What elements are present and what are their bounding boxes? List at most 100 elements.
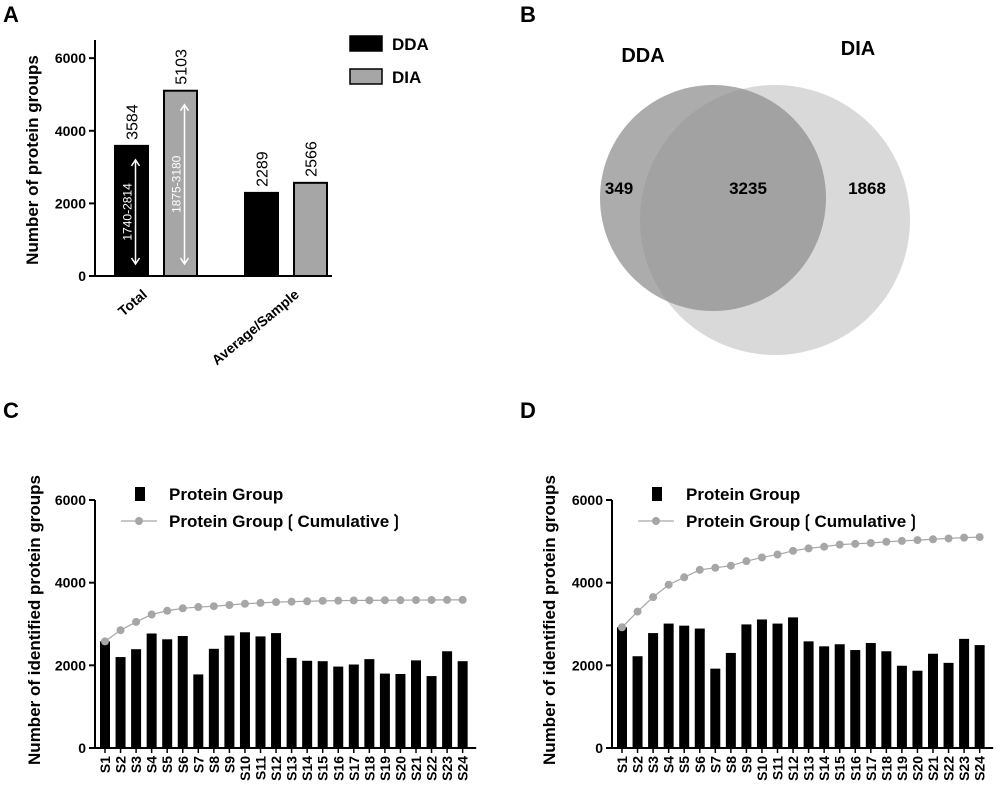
bar-s11 xyxy=(255,636,266,748)
bar-s22 xyxy=(943,662,954,748)
value-label: 2566 xyxy=(304,141,321,177)
cumulative-point-s23 xyxy=(960,533,969,542)
legend-swatch-point xyxy=(652,517,660,525)
bar-s18 xyxy=(881,651,892,748)
bar-s4 xyxy=(663,623,674,748)
cumulative-point-s23 xyxy=(443,595,452,604)
bar-s9 xyxy=(741,624,752,748)
cumulative-point-s20 xyxy=(913,536,922,545)
value-label: 5103 xyxy=(174,49,191,85)
venn-circle-dda xyxy=(600,85,826,311)
cumulative-point-s1 xyxy=(101,637,109,646)
bar-s23 xyxy=(959,638,970,748)
legend-swatch-bar xyxy=(135,487,145,501)
range-arrow-head xyxy=(179,257,190,266)
bar-s3 xyxy=(131,649,142,748)
y-axis-label: Number of identified protein groups xyxy=(25,475,44,765)
cumulative-point-s7 xyxy=(194,603,203,612)
cumulative-point-s4 xyxy=(147,610,156,619)
bar-s16 xyxy=(333,666,344,748)
x-tick-label: S3 xyxy=(128,756,144,773)
x-tick-label: S4 xyxy=(661,756,677,773)
x-tick-label: S5 xyxy=(159,756,175,773)
cumulative-point-s17 xyxy=(349,596,358,605)
bar-dda-1 xyxy=(244,191,279,277)
bar-s10 xyxy=(239,632,250,748)
cumulative-point-s8 xyxy=(726,561,735,570)
y-tick-label: 4000 xyxy=(55,575,86,591)
cumulative-line xyxy=(621,536,980,628)
cumulative-point-s18 xyxy=(365,596,374,605)
bar-s22 xyxy=(426,676,437,748)
bar-s21 xyxy=(411,660,421,748)
y-tick-label: 6000 xyxy=(55,492,86,508)
y-tick-label: 2000 xyxy=(55,657,86,673)
x-tick-label: S18 xyxy=(878,756,894,781)
cumulative-point-s10 xyxy=(240,599,249,608)
cumulative-point-s19 xyxy=(380,596,389,605)
legend-swatch xyxy=(349,68,383,85)
cumulative-point-s15 xyxy=(318,596,327,605)
x-tick-label: S21 xyxy=(925,756,941,781)
x-tick-label: S8 xyxy=(723,756,739,773)
legend-swatch-point xyxy=(135,517,143,525)
bar-s2 xyxy=(115,657,126,748)
value-label: 3584 xyxy=(125,104,142,140)
bar-s17 xyxy=(865,643,876,748)
x-tick-label: S6 xyxy=(692,756,708,773)
legend-swatch-bar xyxy=(652,487,662,501)
x-tick-label: S9 xyxy=(221,756,237,773)
cumulative-point-s3 xyxy=(649,593,658,602)
cumulative-point-s12 xyxy=(272,598,281,607)
x-tick-label: S20 xyxy=(392,756,408,781)
cumulative-point-s11 xyxy=(773,550,782,559)
y-tick-label: 0 xyxy=(78,268,86,284)
venn-count-overlap: 3235 xyxy=(729,179,767,198)
cumulative-point-s5 xyxy=(680,573,689,582)
y-axis-label: Number of identified protein groups xyxy=(540,475,559,765)
cumulative-point-s12 xyxy=(789,546,798,555)
x-tick-label: S22 xyxy=(941,756,957,781)
x-tick-label: S1 xyxy=(97,756,113,773)
cumulative-point-s10 xyxy=(757,553,766,562)
x-tick-label: S6 xyxy=(175,756,191,773)
cumulative-point-s3 xyxy=(132,617,141,626)
panel-label-a: A xyxy=(3,2,19,27)
x-tick-label: S1 xyxy=(614,756,630,773)
x-tick-label: S7 xyxy=(707,756,723,773)
cumulative-point-s20 xyxy=(396,596,405,605)
y-tick-label: 2000 xyxy=(55,195,86,211)
cumulative-point-s4 xyxy=(664,580,673,589)
x-tick-label: S12 xyxy=(785,756,801,781)
chart-d: Number of identified protein groups 0 2000… xyxy=(540,475,994,781)
bar-s24 xyxy=(974,645,985,748)
x-tick-label: S13 xyxy=(801,756,817,781)
x-tick-label: S7 xyxy=(190,756,206,773)
x-tick-label: S20 xyxy=(909,756,925,781)
bar-dia-1 xyxy=(293,181,328,277)
venn-count-dda-only: 349 xyxy=(605,179,633,198)
range-label: 1740-2814 xyxy=(121,183,135,241)
cumulative-point-s18 xyxy=(882,537,891,546)
cumulative-line xyxy=(104,599,463,642)
bar-s16 xyxy=(850,650,861,748)
bar-s23 xyxy=(442,651,453,748)
bar-s19 xyxy=(896,665,907,748)
bar-s4 xyxy=(146,633,157,748)
cumulative-point-s17 xyxy=(866,538,875,547)
range-arrow-head xyxy=(130,257,141,266)
bar-dia-0 xyxy=(163,89,198,277)
x-tick-label: S24 xyxy=(972,756,988,781)
chart-a: Number of protein groups 0 2000 4000 6000 358… xyxy=(23,35,429,368)
legend-swatch xyxy=(349,35,383,52)
legend-label: DDA xyxy=(392,35,429,54)
x-tick-label: S3 xyxy=(645,756,661,773)
range-arrow-head xyxy=(179,103,190,112)
x-tick-label: S15 xyxy=(315,756,331,781)
bar-s13 xyxy=(286,657,297,748)
y-tick-label: 6000 xyxy=(572,492,603,508)
cumulative-point-s19 xyxy=(897,536,906,545)
x-tick-label: S10 xyxy=(237,756,253,781)
x-tick-label: S14 xyxy=(816,756,832,781)
venn-count-dia-only: 1868 xyxy=(848,179,886,198)
